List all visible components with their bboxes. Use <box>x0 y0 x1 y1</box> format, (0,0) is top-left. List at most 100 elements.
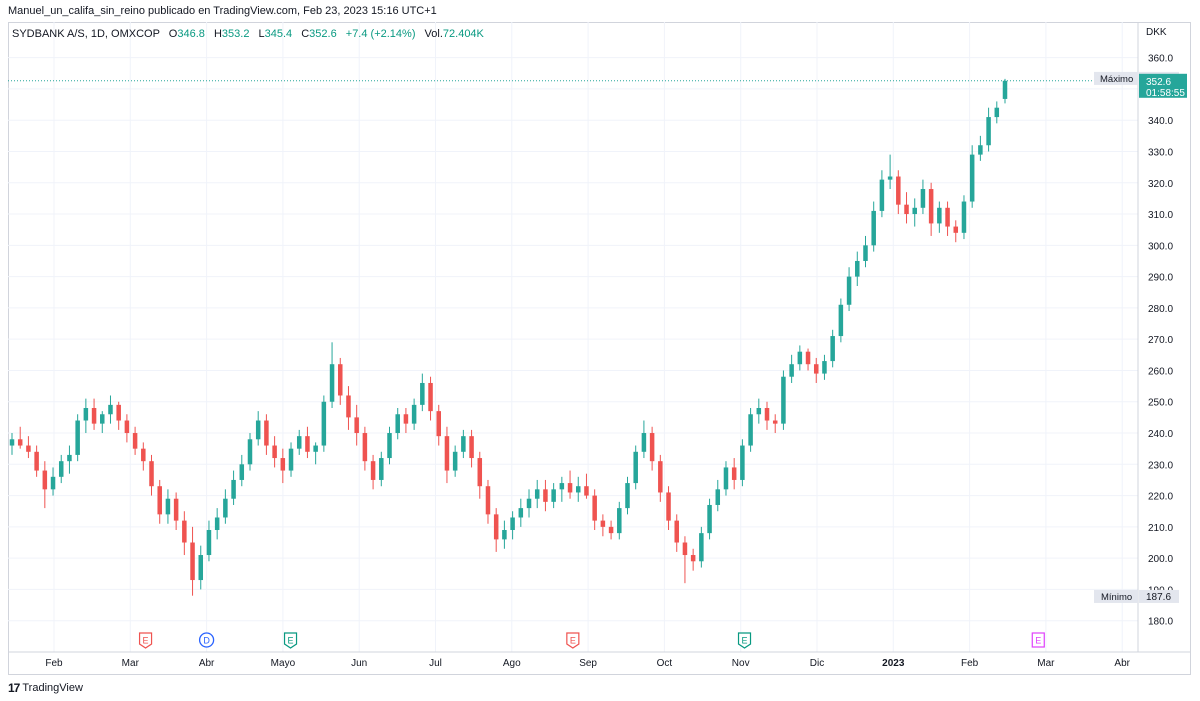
candle <box>928 182 934 236</box>
x-tick-label: Abr <box>199 658 215 669</box>
x-tick-label: Ago <box>503 658 521 669</box>
min-label-group: Mínimo 187.6 <box>1094 589 1179 603</box>
candle-body <box>978 145 983 155</box>
candle <box>305 426 310 459</box>
candle <box>264 414 269 455</box>
candle <box>132 426 138 455</box>
candle-body <box>813 364 819 374</box>
candle-body <box>855 260 860 277</box>
event-marker-earnings-future[interactable]: E <box>1031 632 1045 648</box>
candle-body <box>1002 80 1008 99</box>
candle-body <box>379 458 384 480</box>
close-label: C <box>301 28 310 40</box>
candle <box>461 429 466 459</box>
candle-body <box>994 107 1000 118</box>
candle-body <box>592 495 597 521</box>
candle <box>896 170 901 215</box>
candle <box>772 414 778 434</box>
candle-body <box>436 411 442 437</box>
candle-body <box>863 245 868 261</box>
tradingview-logo-icon: 17 <box>8 681 20 695</box>
candle-body <box>26 445 31 452</box>
candle-body <box>264 420 269 446</box>
candle <box>370 454 376 490</box>
candle-body <box>34 451 39 471</box>
candle-body <box>748 414 753 446</box>
candle <box>58 454 64 484</box>
candle-body <box>961 201 967 233</box>
candle <box>567 470 573 499</box>
candle-body <box>543 489 548 502</box>
candle <box>674 514 679 552</box>
candle <box>403 408 409 434</box>
candle <box>214 508 220 540</box>
candle-body <box>518 508 524 518</box>
candle <box>420 373 425 412</box>
candle <box>863 235 868 268</box>
candle <box>149 454 154 496</box>
tradingview-logo[interactable]: 17 TradingView <box>8 681 83 695</box>
candle <box>26 436 31 459</box>
y-tick-label: 260.0 <box>1148 366 1173 377</box>
candle-body <box>58 461 64 477</box>
candle <box>83 398 89 434</box>
symbol-title: SYDBANK A/S, 1D, OMXCOP <box>12 28 160 40</box>
candle-body <box>772 420 778 424</box>
earnings-icon <box>566 632 580 649</box>
candle <box>502 520 507 549</box>
event-letter: E <box>143 636 149 646</box>
candle <box>608 520 614 540</box>
candle-body <box>444 436 450 471</box>
candle <box>469 429 474 468</box>
candle-body <box>173 498 179 521</box>
candle-body <box>157 486 162 515</box>
candle <box>969 145 975 208</box>
candle-body <box>9 439 15 446</box>
candle <box>296 429 302 455</box>
candle <box>986 107 991 152</box>
event-marker-earnings-past[interactable]: E <box>138 632 153 649</box>
y-tick-label: 200.0 <box>1148 554 1173 565</box>
candle <box>354 404 359 446</box>
candle-body <box>17 439 23 446</box>
y-tick-label: 300.0 <box>1148 241 1173 252</box>
candle-body <box>362 433 368 462</box>
candle <box>411 398 417 430</box>
y-tick-label: 240.0 <box>1148 429 1173 440</box>
candle <box>641 420 647 459</box>
candle <box>789 354 794 383</box>
candle-body <box>239 464 245 480</box>
x-tick-label: Mar <box>1037 658 1055 669</box>
candle <box>953 220 959 243</box>
candle <box>617 501 622 540</box>
candle-body <box>411 404 417 424</box>
candle <box>100 411 105 434</box>
candle-body <box>190 542 195 581</box>
candle <box>633 445 638 490</box>
x-tick-label: Sep <box>579 658 597 669</box>
candle <box>485 479 491 524</box>
x-tick-label: Oct <box>657 658 673 669</box>
candle <box>493 508 499 552</box>
candle <box>108 395 113 424</box>
event-marker-earnings-past[interactable]: E <box>566 632 580 649</box>
candle-body <box>633 451 638 484</box>
event-marker-earnings-past-green[interactable]: E <box>737 632 752 649</box>
y-tick-label: 290.0 <box>1148 273 1173 284</box>
candle <box>477 451 483 499</box>
candle <box>551 483 556 509</box>
event-marker-earnings-past-green[interactable]: E <box>283 632 298 649</box>
time-axis: Feb Mar Abr Mayo Jun Jul Ago Sep Oct Nov Dic 2023 Fe… <box>8 651 1191 669</box>
event-marker-dividend[interactable]: D <box>198 632 215 648</box>
candle <box>182 511 187 556</box>
event-letter: E <box>742 636 748 646</box>
candle <box>173 492 179 530</box>
x-tick-label: Dic <box>810 658 824 669</box>
candle-body <box>214 517 220 530</box>
candle <box>288 442 294 477</box>
candle-body <box>124 420 130 434</box>
chart-frame <box>8 22 1191 675</box>
candle <box>379 451 384 487</box>
candle-body <box>756 408 762 415</box>
